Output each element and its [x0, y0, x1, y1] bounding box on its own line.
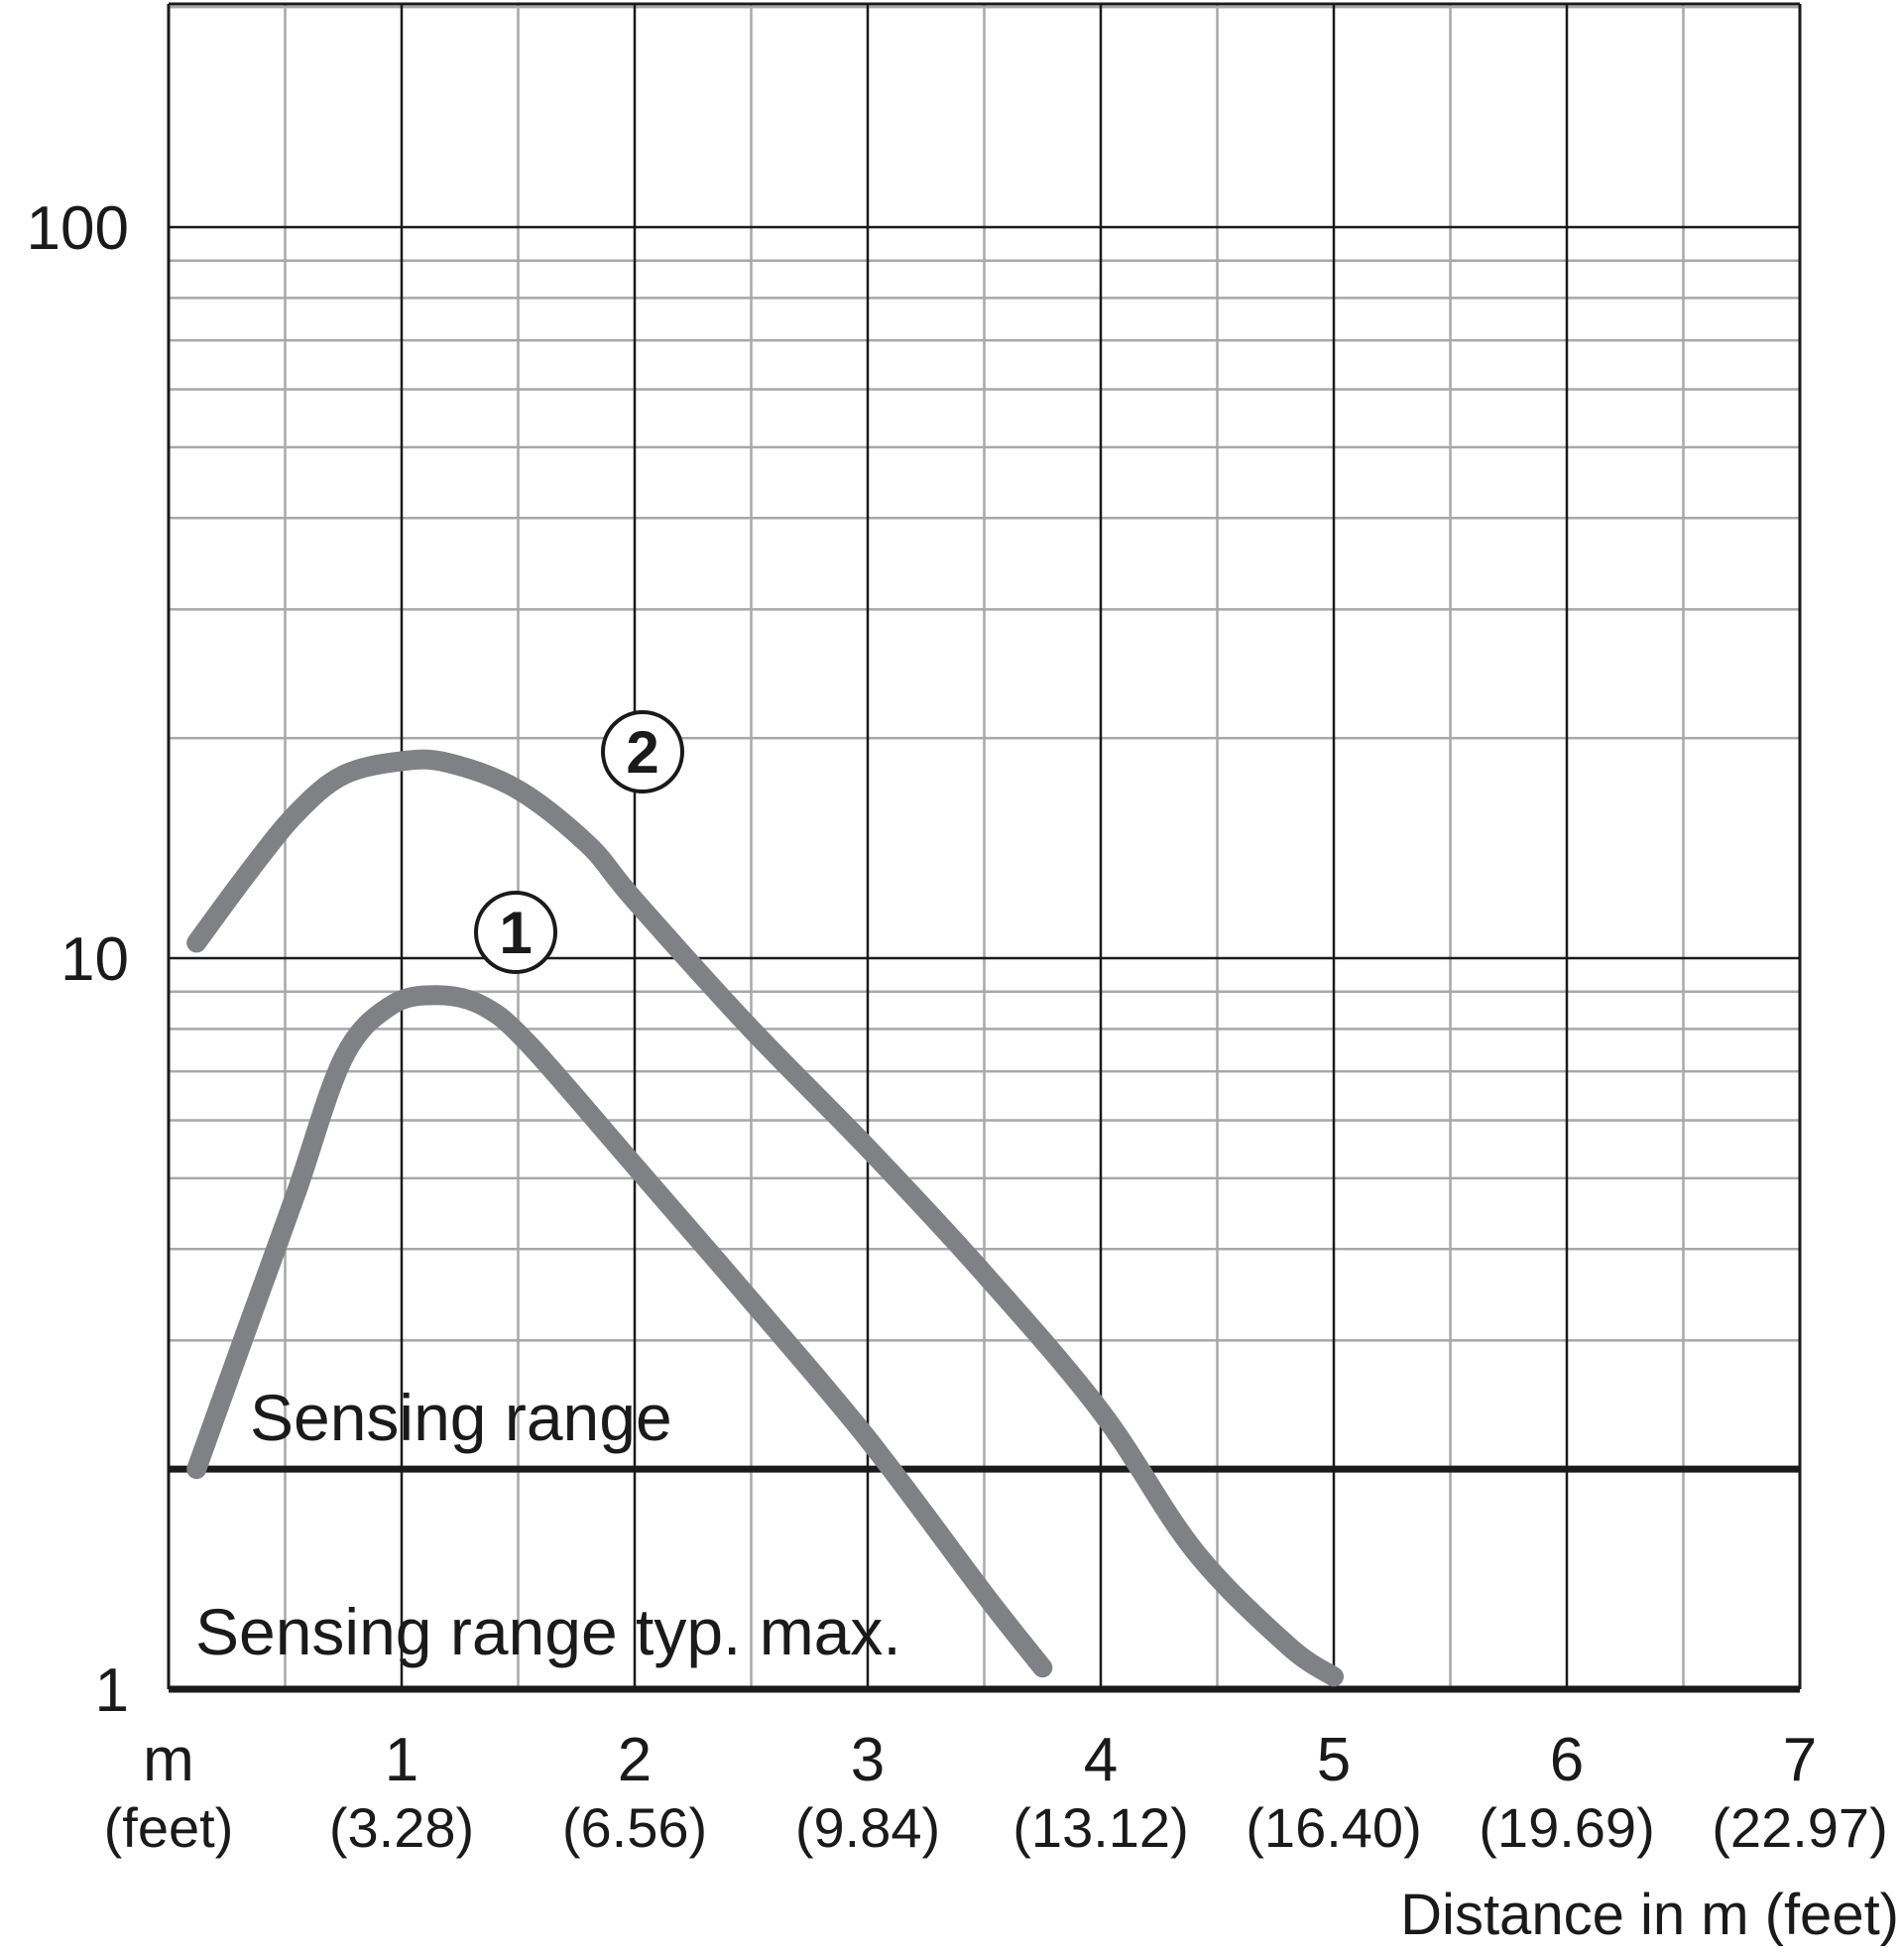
x-tick-sub-label: (16.40): [1246, 1796, 1421, 1859]
x-tick-sub-label: (22.97): [1712, 1796, 1887, 1859]
series-markers: 12: [474, 710, 684, 974]
series-marker-circle: [601, 710, 684, 794]
x-tick-sub-label: (3.28): [329, 1796, 474, 1859]
y-tick-label: 100: [27, 194, 129, 263]
plot-frame: [167, 2, 1802, 1689]
x-tick-label: 6: [1550, 1726, 1584, 1794]
sensing-range-max-label: Sensing range typ. max.: [195, 1595, 901, 1668]
series-marker-circle: [474, 891, 557, 974]
x-tick-sub-label: (6.56): [562, 1796, 707, 1859]
x-axis-title: Distance in m (feet): [1400, 1883, 1899, 1947]
minor-grid: [169, 4, 1800, 1689]
reference-lines: [169, 1465, 1800, 1693]
series-marker-label: 1: [499, 900, 532, 966]
x-tick-sub-label: (19.69): [1479, 1796, 1654, 1859]
series-line-2: [186, 749, 1344, 1687]
x-unit-sub-label: (feet): [104, 1796, 234, 1859]
x-tick-label: 1: [385, 1726, 418, 1794]
series-marker-2: 2: [601, 710, 684, 794]
y-tick-labels: 1 10 100: [27, 194, 129, 1725]
x-tick-label: 7: [1783, 1726, 1817, 1794]
x-tick-label: 4: [1084, 1726, 1118, 1794]
series-layer: [186, 749, 1344, 1687]
major-grid: [169, 4, 1800, 1689]
series-marker-1: 1: [474, 891, 557, 974]
y-tick-label: 1: [95, 1656, 129, 1725]
x-tick-label: 5: [1317, 1726, 1351, 1794]
series-line-1: [186, 985, 1053, 1678]
sensing-range-label: Sensing range: [250, 1381, 672, 1454]
series-marker-label: 2: [626, 719, 658, 786]
y-tick-label: 10: [60, 925, 129, 994]
x-tick-label: 3: [851, 1726, 885, 1794]
x-tick-label: 2: [618, 1726, 652, 1794]
x-tick-sub-label: (13.12): [1012, 1796, 1188, 1859]
x-tick-labels: 1(3.28) 2(6.56) 3(9.84) 4(13.12) 5(16.40) 6(1…: [329, 1726, 1888, 1859]
x-unit-label: m: [143, 1726, 194, 1794]
x-tick-sub-label: (9.84): [795, 1796, 940, 1859]
